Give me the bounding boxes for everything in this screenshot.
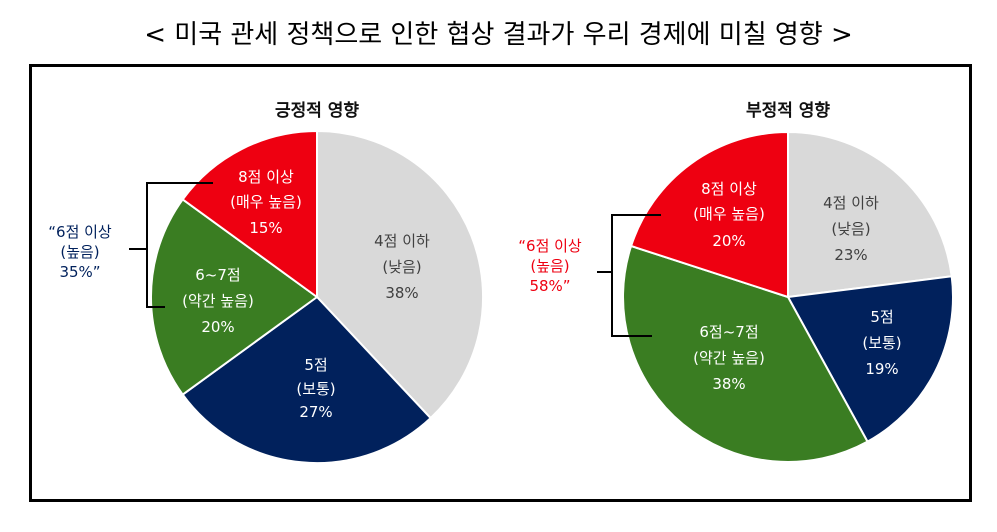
label-very-high-2: (매우 높음) — [230, 193, 302, 211]
page-title: < 미국 관세 정책으로 인한 협상 결과가 우리 경제에 미칠 영향 > — [144, 20, 853, 50]
label-low-pct: 23% — [834, 246, 867, 264]
labels-negative: 4점 이하 (낮음) 23% 5점 (보통) 19% 6점~7점 (약간 높음)… — [693, 180, 902, 393]
label-very-high-2: (매우 높음) — [693, 205, 765, 223]
chart-title-negative: 부정적 영향 — [745, 101, 831, 121]
label-normal-2: (보통) — [862, 334, 901, 352]
labels-positive: 4점 이하 (낮음) 38% 5점 (보통) 27% 6~7점 (약간 높음) … — [182, 168, 430, 421]
pie-positive — [149, 129, 485, 465]
callout-line1: “6점 이상 — [48, 223, 112, 241]
slice-low — [787, 130, 953, 299]
label-slightly-high-pct: 20% — [201, 318, 234, 336]
label-slightly-high-1: 6~7점 — [195, 266, 240, 284]
callout-line3: 58%” — [529, 277, 571, 295]
label-very-high-1: 8점 이상 — [701, 180, 757, 198]
callout-line2: (높음) — [60, 243, 100, 261]
label-normal-2: (보통) — [296, 380, 335, 398]
label-slightly-high-1: 6점~7점 — [699, 323, 758, 341]
label-slightly-high-2: (약간 높음) — [182, 292, 254, 310]
label-slightly-high-pct: 38% — [712, 375, 745, 393]
callout-line2: (높음) — [530, 257, 570, 275]
label-normal-1: 5점 — [870, 308, 893, 326]
chart-frame — [29, 64, 972, 502]
slice-slightly-high — [149, 198, 319, 396]
callout-line3: 35%” — [59, 263, 101, 281]
chart-title-positive: 긍정적 영향 — [274, 101, 360, 121]
label-normal-pct: 27% — [299, 403, 332, 421]
label-low-2: (낮음) — [382, 258, 421, 276]
label-low-1: 4점 이하 — [823, 194, 879, 212]
label-normal-1: 5점 — [304, 356, 327, 374]
label-low-1: 4점 이하 — [374, 232, 430, 250]
slice-very-high — [181, 129, 318, 299]
callout-line1: “6점 이상 — [518, 237, 582, 255]
slice-normal — [181, 295, 433, 465]
label-low-2: (낮음) — [831, 220, 870, 238]
slice-very-high — [629, 130, 789, 299]
label-very-high-pct: 15% — [249, 219, 282, 237]
callout-negative: “6점 이상 (높음) 58%” — [500, 236, 600, 296]
slice-normal — [786, 275, 955, 443]
bracket-positive — [129, 182, 213, 308]
pie-negative — [622, 130, 955, 463]
label-normal-pct: 19% — [865, 360, 898, 378]
label-very-high-1: 8점 이상 — [238, 168, 294, 186]
label-low-pct: 38% — [385, 284, 418, 302]
label-slightly-high-2: (약간 높음) — [693, 349, 765, 367]
slice-slightly-high — [622, 244, 869, 463]
label-very-high-pct: 20% — [712, 232, 745, 250]
bracket-negative — [597, 214, 661, 337]
slice-low — [316, 129, 485, 420]
callout-positive: “6점 이상 (높음) 35%” — [30, 222, 130, 282]
